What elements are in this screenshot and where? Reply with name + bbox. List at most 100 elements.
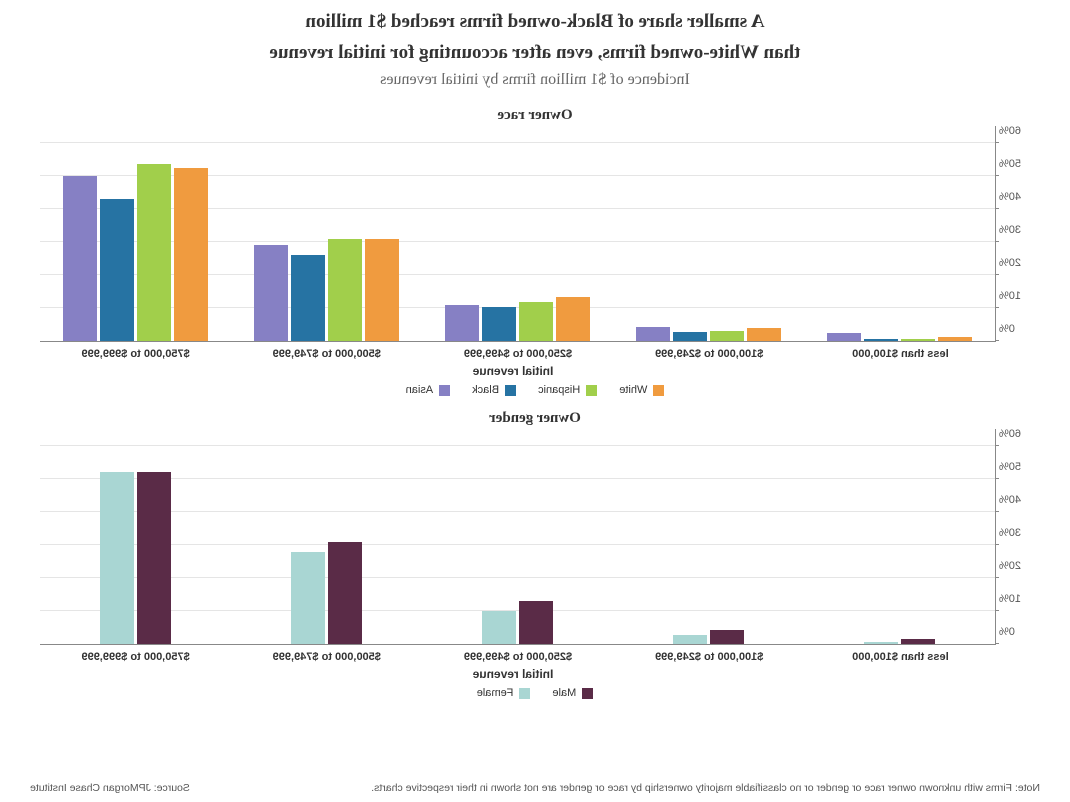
- legend-label: White: [619, 384, 647, 396]
- bar-group: [422, 429, 613, 644]
- bar-group: [40, 126, 231, 341]
- legend-swatch: [586, 385, 597, 396]
- legend-item: Asian: [406, 384, 451, 396]
- bar: [137, 164, 171, 341]
- xtick-label: $500,000 to $749,999: [231, 645, 422, 663]
- chart-title-line2: than White-owned firms, even after accou…: [30, 41, 1040, 66]
- ytick-mark: [995, 175, 999, 176]
- legend-swatch: [519, 688, 530, 699]
- ytick-mark: [995, 610, 999, 611]
- ytick-label: 40%: [999, 191, 1039, 203]
- bar: [519, 601, 553, 644]
- bar: [673, 332, 707, 341]
- panel-title-gender: Owner gender: [30, 410, 1040, 427]
- ytick-label: 60%: [999, 428, 1039, 440]
- ytick-mark: [995, 307, 999, 308]
- bar: [482, 611, 516, 644]
- ytick-label: 0%: [999, 323, 1039, 335]
- bar: [291, 255, 325, 341]
- bar: [174, 168, 208, 342]
- bar: [901, 639, 935, 644]
- bar: [901, 339, 935, 342]
- bar: [328, 239, 362, 342]
- bar: [556, 297, 590, 342]
- legend-item: Female: [477, 687, 531, 699]
- bar-group: [804, 429, 995, 644]
- legend-swatch: [439, 385, 450, 396]
- ytick-label: 0%: [999, 626, 1039, 638]
- xtick-label: $250,000 to $499,999: [422, 342, 613, 360]
- ytick-label: 30%: [999, 527, 1039, 539]
- ytick-mark: [995, 142, 999, 143]
- xtick-label: $500,000 to $749,999: [231, 342, 422, 360]
- bar: [137, 472, 171, 644]
- ytick-label: 20%: [999, 257, 1039, 269]
- bar: [365, 239, 399, 342]
- ytick-label: 20%: [999, 560, 1039, 572]
- legend-label: Black: [472, 384, 499, 396]
- legend-swatch: [653, 385, 664, 396]
- ytick-label: 10%: [999, 593, 1039, 605]
- bar: [291, 552, 325, 645]
- footer: Note: Firms with unknown owner race or g…: [30, 782, 1040, 794]
- legend-item: Hispanic: [538, 384, 597, 396]
- ytick-label: 50%: [999, 461, 1039, 473]
- bar: [636, 327, 670, 341]
- legend-label: Hispanic: [538, 384, 580, 396]
- bar: [864, 642, 898, 645]
- legend-swatch: [582, 688, 593, 699]
- bar: [100, 472, 134, 644]
- xtick-label: less than $100,000: [805, 342, 996, 360]
- bar: [747, 328, 781, 341]
- ytick-mark: [995, 577, 999, 578]
- bar: [864, 339, 898, 341]
- bar: [254, 245, 288, 341]
- bar: [710, 331, 744, 342]
- legend-gender: Male Female: [30, 687, 1040, 699]
- bar-group: [40, 429, 231, 644]
- x-axis-title-race: Initial revenue: [30, 364, 996, 378]
- bar-group: [231, 429, 422, 644]
- ytick-mark: [995, 208, 999, 209]
- ytick-mark: [995, 340, 999, 341]
- ytick-mark: [995, 478, 999, 479]
- chart-race: 0%10%20%30%40%50%60% less than $100,000$…: [30, 126, 1040, 396]
- bar: [710, 630, 744, 645]
- ytick-label: 50%: [999, 158, 1039, 170]
- xtick-label: $100,000 to $249,999: [614, 342, 805, 360]
- ytick-mark: [995, 643, 999, 644]
- bar: [445, 305, 479, 341]
- legend-label: Asian: [406, 384, 434, 396]
- bar-group: [613, 126, 804, 341]
- ytick-label: 10%: [999, 290, 1039, 302]
- footer-source: Source: JPMorgan Chase Institute: [30, 782, 190, 794]
- ytick-label: 30%: [999, 224, 1039, 236]
- legend-race: White Hispanic Black Asian: [30, 384, 1040, 396]
- x-axis-title-gender: Initial revenue: [30, 667, 996, 681]
- xtick-label: $250,000 to $499,999: [422, 645, 613, 663]
- bar-group: [231, 126, 422, 341]
- ytick-label: 40%: [999, 494, 1039, 506]
- ytick-mark: [995, 241, 999, 242]
- legend-label: Male: [552, 687, 576, 699]
- bar: [938, 337, 972, 341]
- chart-subtitle: Incidence of $1 million firms by initial…: [30, 71, 1040, 89]
- bar-group: [422, 126, 613, 341]
- xtick-label: $100,000 to $249,999: [614, 645, 805, 663]
- bar-group: [613, 429, 804, 644]
- ytick-label: 60%: [999, 125, 1039, 137]
- ytick-mark: [995, 274, 999, 275]
- legend-item: White: [619, 384, 664, 396]
- bar: [100, 199, 134, 341]
- bar: [673, 635, 707, 644]
- xtick-label: less than $100,000: [805, 645, 996, 663]
- footer-note: Note: Firms with unknown owner race or g…: [371, 782, 1040, 794]
- xtick-label: $750,000 to $999,999: [40, 645, 231, 663]
- chart-gender: 0%10%20%30%40%50%60% less than $100,000$…: [30, 429, 1040, 699]
- bar: [827, 333, 861, 341]
- bar: [482, 307, 516, 342]
- ytick-mark: [995, 511, 999, 512]
- bar-groups: [40, 429, 995, 644]
- bar: [63, 176, 97, 341]
- legend-item: Black: [472, 384, 516, 396]
